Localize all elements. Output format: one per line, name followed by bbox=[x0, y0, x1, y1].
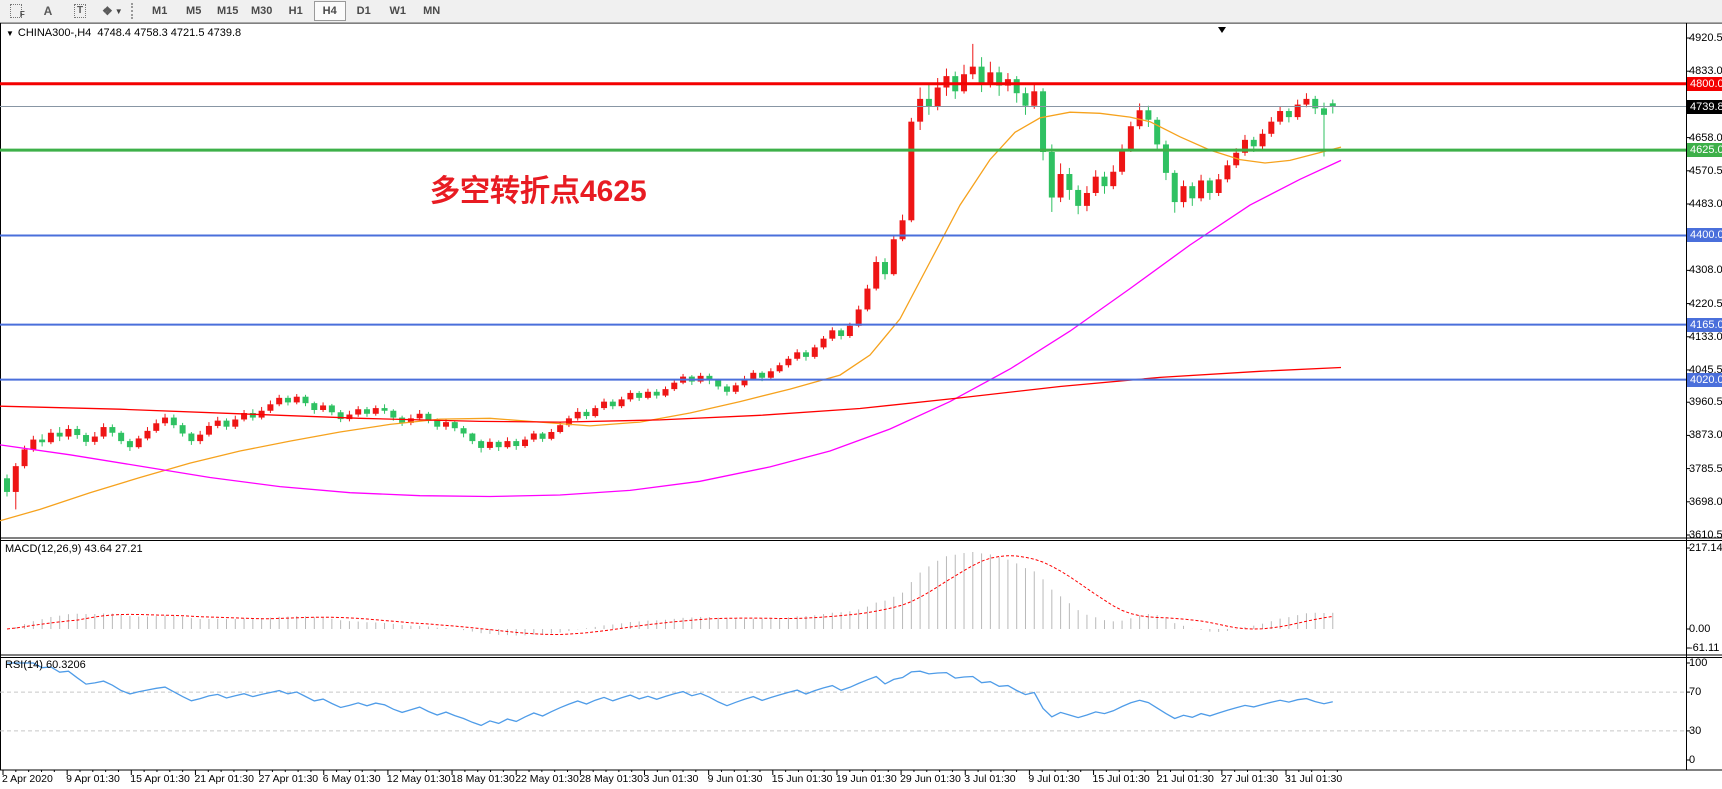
arrows-tool-button[interactable]: ❖ ▼ bbox=[97, 1, 128, 21]
ma-fast bbox=[0, 111, 1342, 522]
rsi-line bbox=[7, 662, 1333, 727]
toolbar: F A T ❖ ▼ M1 M5 M15 M30 H1 H4 D1 W1 MN bbox=[0, 0, 1722, 23]
chart-text-annotation: 多空转折点4625 bbox=[430, 175, 647, 208]
symbol-label: CHINA300-,H4 bbox=[17, 27, 92, 39]
ma-slow bbox=[0, 366, 1342, 423]
macd-indicator-label: MACD(12,26,9) 43.64 27.21 bbox=[5, 543, 143, 555]
toolbar-grip-handle[interactable] bbox=[130, 3, 137, 19]
candlesticks bbox=[4, 43, 1336, 510]
fibonacci-icon: F bbox=[10, 4, 25, 19]
ohlc-values: 4748.4 4758.3 4721.5 4739.8 bbox=[97, 27, 242, 39]
text-label-tool-button[interactable]: T bbox=[65, 1, 95, 21]
macd-histogram bbox=[15, 552, 1334, 636]
timeframe-button-h4[interactable]: H4 bbox=[313, 1, 346, 21]
timeframe-button-w1[interactable]: W1 bbox=[389, 5, 406, 17]
timeframe-button-m30[interactable]: M30 bbox=[250, 5, 273, 17]
macd-signal-line bbox=[6, 555, 1333, 635]
timeframe-button-m5[interactable]: M5 bbox=[186, 5, 202, 17]
timeframe-button-d1[interactable]: D1 bbox=[356, 5, 371, 17]
x-axis bbox=[2, 770, 1338, 775]
arrow-text-tool-button[interactable]: A bbox=[33, 1, 63, 21]
letter-a-icon: A bbox=[43, 4, 53, 18]
chevron-down-icon: ▼ bbox=[114, 6, 123, 16]
timeframe-button-m1[interactable]: M1 bbox=[152, 5, 168, 17]
collapse-triangle-icon[interactable]: ▼ bbox=[6, 29, 14, 38]
moving-average-lines bbox=[0, 111, 1342, 522]
timeframe-button-h1[interactable]: H1 bbox=[288, 5, 303, 17]
horizontal-level-lines[interactable] bbox=[0, 82, 1686, 381]
chart-title: ▼ CHINA300-,H4 4748.4 4758.3 4721.5 4739.… bbox=[6, 27, 241, 39]
ma-medium bbox=[0, 159, 1342, 498]
panel-borders bbox=[0, 22, 1722, 771]
arrows-icon: ❖ bbox=[102, 4, 113, 18]
chart-shift-marker-icon bbox=[1218, 27, 1226, 33]
text-label-icon: T bbox=[73, 4, 87, 18]
fibonacci-tool-button[interactable]: F bbox=[1, 1, 31, 21]
timeframe-group: M1 M5 M15 M30 H1 H4 D1 W1 MN bbox=[143, 1, 449, 21]
rsi-indicator-label: RSI(14) 60.3206 bbox=[5, 659, 86, 671]
timeframe-button-m15[interactable]: M15 bbox=[216, 5, 239, 17]
timeframe-button-mn[interactable]: MN bbox=[423, 5, 441, 17]
